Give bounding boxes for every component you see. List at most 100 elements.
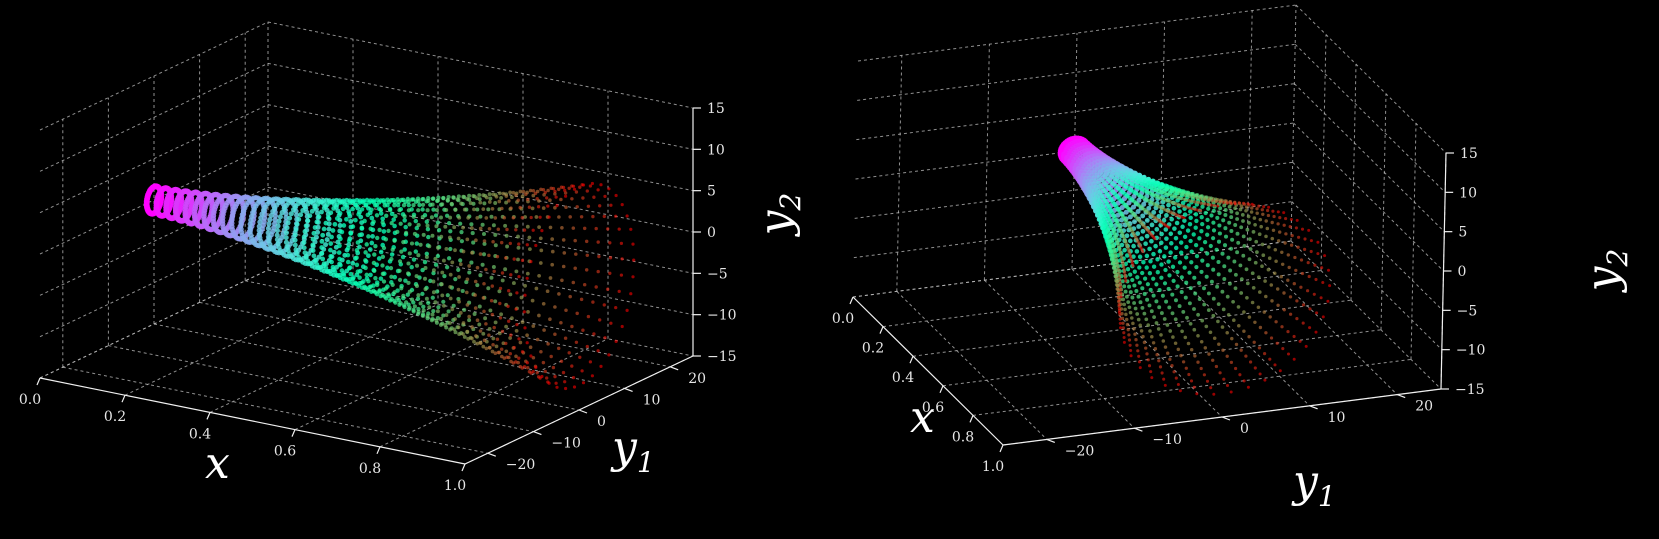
scatter-point bbox=[1267, 256, 1272, 260]
scatter-point bbox=[1123, 276, 1127, 280]
scatter-point bbox=[493, 216, 498, 220]
scatter-point bbox=[324, 202, 330, 208]
scatter-point bbox=[1127, 238, 1133, 244]
scatter-point bbox=[397, 277, 403, 282]
scatter-point bbox=[609, 203, 613, 207]
scatter-point bbox=[421, 202, 426, 207]
scatter-point bbox=[316, 214, 322, 220]
scatter-point bbox=[314, 219, 320, 225]
y2-tick-label: 15 bbox=[707, 101, 725, 117]
scatter-point bbox=[455, 197, 460, 202]
scatter-point bbox=[1292, 334, 1296, 339]
scatter-point bbox=[362, 218, 367, 224]
scatter-point bbox=[339, 229, 345, 235]
scatter-point bbox=[1136, 349, 1140, 353]
scatter-point bbox=[575, 205, 579, 209]
scatter-point bbox=[540, 229, 544, 233]
scatter-point bbox=[1132, 301, 1137, 305]
scatter-point bbox=[345, 245, 351, 251]
scatter-point bbox=[274, 228, 280, 234]
scatter-point bbox=[1136, 224, 1142, 229]
scatter-point bbox=[433, 300, 438, 305]
scatter-point bbox=[475, 341, 480, 346]
scatter-point bbox=[1103, 220, 1108, 225]
scatter-point bbox=[1166, 202, 1171, 208]
scatter-point bbox=[564, 194, 568, 198]
scatter-point bbox=[507, 289, 511, 293]
scatter-point bbox=[1286, 253, 1291, 257]
scatter-point bbox=[368, 272, 373, 278]
scatter-point bbox=[553, 205, 557, 210]
scatter-point bbox=[386, 228, 391, 234]
scatter-point bbox=[458, 311, 463, 315]
scatter-point bbox=[1169, 216, 1175, 222]
scatter-point bbox=[542, 328, 546, 332]
scatter-point bbox=[474, 238, 478, 243]
scatter-point bbox=[481, 296, 486, 300]
scatter-point bbox=[1129, 354, 1133, 358]
right-grid bbox=[852, 4, 1447, 446]
scatter-point bbox=[535, 197, 539, 201]
scatter-point bbox=[385, 265, 390, 271]
scatter-point bbox=[425, 227, 431, 232]
grid-line bbox=[1292, 161, 1444, 311]
scatter-point bbox=[568, 294, 572, 299]
scatter-point bbox=[491, 342, 495, 347]
scatter-point bbox=[395, 229, 400, 235]
scatter-point bbox=[285, 220, 291, 226]
scatter-point bbox=[525, 224, 530, 229]
scatter-point bbox=[1117, 307, 1121, 311]
scatter-point bbox=[1260, 264, 1264, 269]
scatter-point bbox=[1116, 295, 1121, 299]
scatter-point bbox=[1205, 379, 1210, 383]
scatter-point bbox=[301, 245, 307, 251]
scatter-point bbox=[1183, 335, 1188, 340]
scatter-point bbox=[1186, 341, 1191, 346]
scatter-point bbox=[303, 254, 309, 260]
scatter-point bbox=[1229, 209, 1234, 214]
scatter-point bbox=[456, 194, 461, 199]
scatter-point bbox=[480, 262, 485, 267]
scatter-point bbox=[1176, 202, 1181, 207]
scatter-point bbox=[403, 224, 408, 230]
scatter-point bbox=[527, 235, 532, 240]
scatter-point bbox=[563, 336, 568, 340]
scatter-point bbox=[1193, 212, 1199, 217]
scatter-point bbox=[579, 215, 584, 219]
scatter-point bbox=[426, 300, 431, 306]
scatter-point bbox=[1292, 357, 1296, 361]
scatter-point bbox=[292, 242, 298, 248]
scatter-point bbox=[597, 254, 601, 259]
y2-tick-label: −5 bbox=[707, 266, 728, 282]
scatter-point bbox=[1173, 255, 1178, 260]
scatter-point bbox=[300, 208, 306, 213]
scatter-point bbox=[1181, 360, 1186, 364]
scatter-point bbox=[1136, 197, 1142, 203]
scatter-point bbox=[412, 231, 417, 236]
scatter-point bbox=[1289, 243, 1294, 247]
scatter-point bbox=[1268, 315, 1272, 319]
scatter-point bbox=[1134, 249, 1140, 254]
scatter-point bbox=[562, 251, 567, 255]
scatter-point bbox=[1238, 263, 1243, 268]
scatter-point bbox=[350, 276, 356, 282]
scatter-point bbox=[219, 218, 226, 224]
scatter-point bbox=[1230, 336, 1234, 341]
scatter-point bbox=[1189, 199, 1194, 203]
scatter-point bbox=[603, 194, 607, 199]
scatter-point bbox=[1176, 191, 1181, 196]
scatter-point bbox=[1146, 184, 1151, 189]
scatter-point bbox=[1307, 228, 1311, 232]
scatter-point bbox=[375, 282, 380, 287]
scatter-point bbox=[1180, 192, 1184, 197]
scatter-point bbox=[311, 253, 317, 259]
scatter-point bbox=[285, 248, 291, 254]
scatter-point bbox=[1286, 278, 1290, 282]
scatter-point bbox=[599, 364, 603, 368]
scatter-point bbox=[393, 213, 398, 219]
scatter-point bbox=[1195, 196, 1199, 200]
scatter-point bbox=[1214, 247, 1219, 252]
scatter-point bbox=[1113, 250, 1117, 255]
scatter-point bbox=[1274, 320, 1278, 324]
scatter-point bbox=[337, 223, 343, 228]
